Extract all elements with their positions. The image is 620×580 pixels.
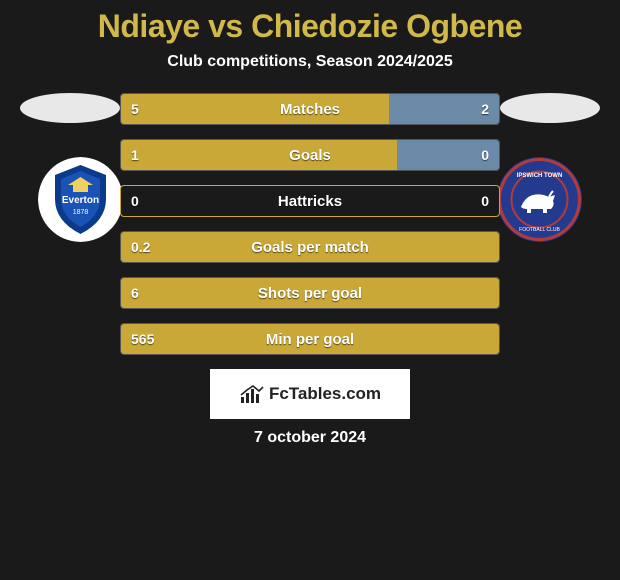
stat-label: Hattricks — [121, 186, 499, 216]
stat-label: Goals per match — [121, 232, 499, 262]
svg-text:IPSWICH TOWN: IPSWICH TOWN — [517, 173, 563, 179]
stat-row: 6Shots per goal — [120, 277, 500, 309]
subtitle: Club competitions, Season 2024/2025 — [10, 53, 610, 71]
page-title: Ndiaye vs Chiedozie Ogbene — [10, 8, 610, 45]
chart-icon — [239, 383, 265, 405]
svg-text:FOOTBALL CLUB: FOOTBALL CLUB — [519, 227, 560, 233]
svg-text:Everton: Everton — [62, 195, 99, 206]
stat-row: 0.2Goals per match — [120, 231, 500, 263]
stat-row: 52Matches — [120, 93, 500, 125]
team-badge-right: IPSWICH TOWN FOOTBALL CLUB — [497, 157, 582, 242]
stat-label: Matches — [121, 94, 499, 124]
date-label: 7 october 2024 — [10, 429, 610, 447]
fctables-logo: FcTables.com — [210, 369, 410, 419]
stat-row: 10Goals — [120, 139, 500, 171]
stat-row: 565Min per goal — [120, 323, 500, 355]
svg-text:1878: 1878 — [73, 209, 89, 216]
player-avatar-left — [20, 93, 120, 123]
stat-label: Goals — [121, 140, 499, 170]
stat-label: Min per goal — [121, 324, 499, 354]
stat-label: Shots per goal — [121, 278, 499, 308]
player-avatar-right — [500, 93, 600, 123]
stats-bars: 52Matches 10Goals 00Hattricks 0.2Goals per … — [120, 93, 500, 355]
logo-text: FcTables.com — [269, 384, 381, 404]
team-badge-left: Everton 1878 — [38, 157, 123, 242]
stat-row: 00Hattricks — [120, 185, 500, 217]
